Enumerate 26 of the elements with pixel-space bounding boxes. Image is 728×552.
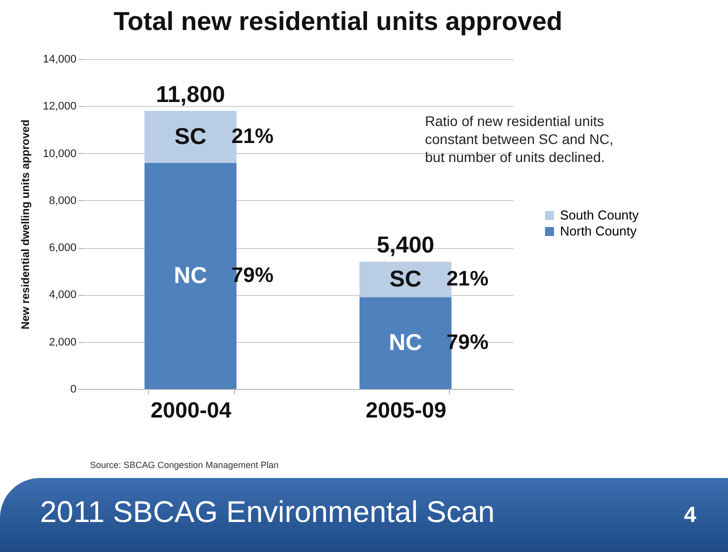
y-axis-title: New residential dwelling units approved (20, 120, 32, 330)
legend-label: North County (560, 224, 638, 238)
annotation: SC (174, 122, 206, 149)
y-tick-label: 6,000 (48, 242, 76, 254)
text: 2011 SBCAG Environmental Scan (40, 496, 495, 530)
annotation: SC (390, 265, 422, 292)
y-tick-label: 12,000 (42, 100, 76, 113)
y-tick-label: 4,000 (48, 289, 76, 302)
y-tick-label: 0 (70, 384, 76, 396)
chart-title: Total new residential units approved (114, 6, 562, 36)
annotation: Ratio of new residential units constant between SC and NC, but number of units declined. (425, 112, 614, 166)
total-label: 5,400 (376, 232, 434, 258)
legend-label: South County (560, 208, 640, 222)
text: 4 (684, 502, 696, 528)
source-note: Source: SBCAG Congestion Management Plan (90, 460, 279, 470)
annotation: NC (174, 262, 208, 288)
annotation: 21% (231, 124, 274, 148)
y-tick-label: 10,000 (42, 148, 76, 160)
annotation: 21% (446, 267, 489, 290)
annotation: NC (388, 329, 422, 356)
total-label: 11,800 (156, 80, 226, 107)
y-tick-label: 14,000 (42, 54, 76, 66)
x-tick-label: 2005-09 (366, 398, 446, 422)
y-tick-label: 2,000 (48, 336, 76, 348)
x-tick-label: 2000-04 (150, 398, 232, 422)
y-tick-label: 8,000 (48, 194, 76, 207)
